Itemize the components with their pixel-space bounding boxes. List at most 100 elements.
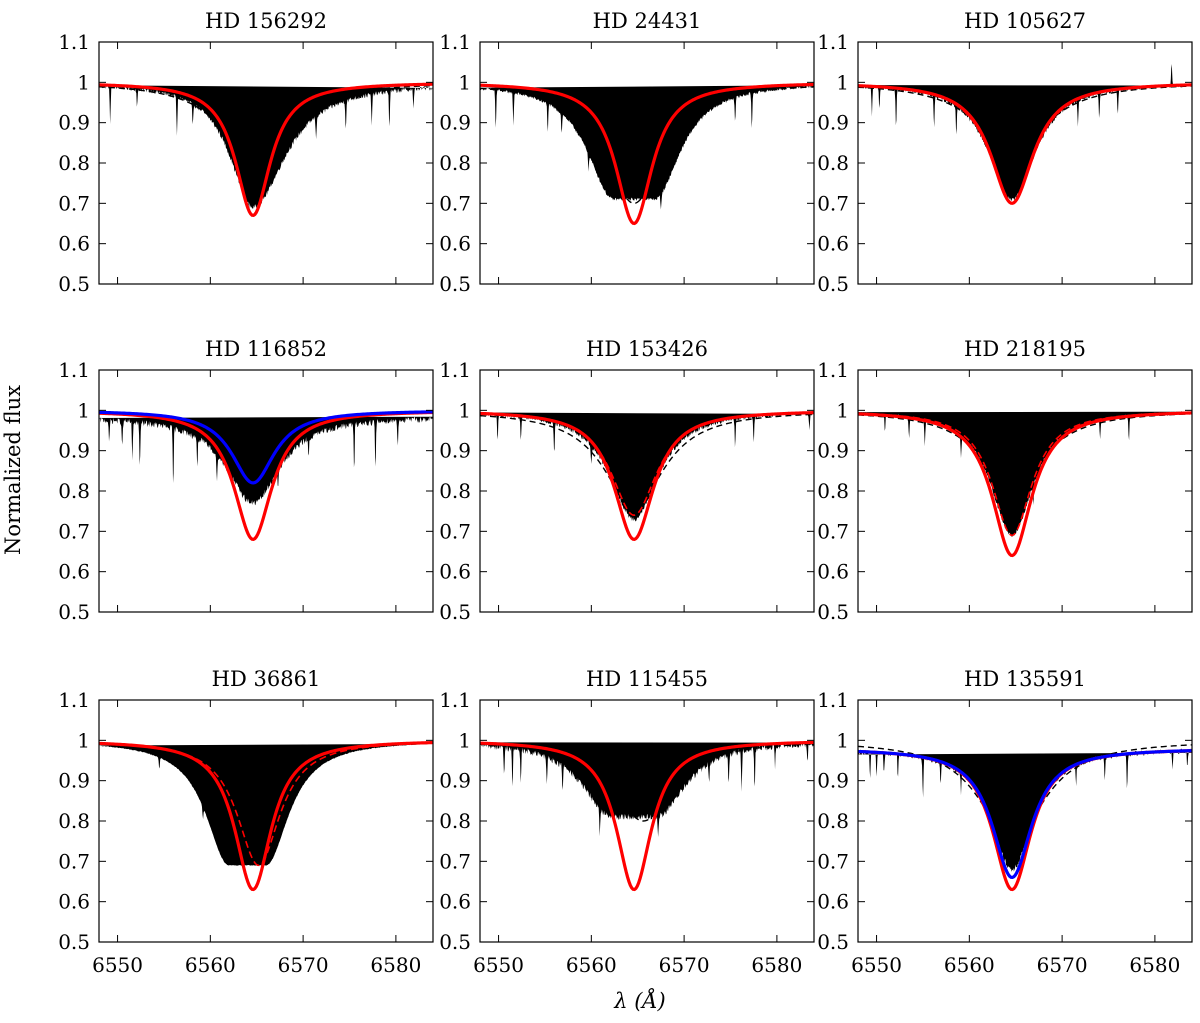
y-tick-label: 0.7 <box>817 191 849 215</box>
panel-title: HD 116852 <box>205 337 327 361</box>
y-tick-label: 0.8 <box>58 809 90 833</box>
y-tick-label: 0.6 <box>817 560 849 584</box>
y-tick-label: 0.5 <box>817 930 849 954</box>
plot-area <box>858 411 1192 558</box>
spectrum-panel: HD 218195 0.5 0.6 0.7 0.8 0.9 1 1.1 <box>817 337 1193 624</box>
plot-area <box>99 82 433 218</box>
y-tick-label: 0.7 <box>58 519 90 543</box>
series-observed <box>99 416 433 506</box>
y-tick-label: 0.8 <box>817 151 849 175</box>
y-tick-label: 1.1 <box>439 688 471 712</box>
y-tick-label: 0.7 <box>439 849 471 873</box>
series-blue-line <box>99 410 433 485</box>
y-tick-label: 0.9 <box>439 439 471 463</box>
y-tick-label: 0.7 <box>58 191 90 215</box>
series-red-line <box>99 82 433 218</box>
spectrum-panel: HD 24431 0.5 0.6 0.7 0.8 0.9 1 1.1 <box>439 9 815 296</box>
y-tick-label: 0.6 <box>58 560 90 584</box>
series-observed <box>99 84 433 209</box>
plot-area <box>480 740 814 892</box>
y-axis-label: Normalized flux <box>1 385 25 555</box>
series-red-line <box>480 82 814 226</box>
y-tick-label: 0.6 <box>439 890 471 914</box>
y-tick-label: 0.9 <box>817 769 849 793</box>
spectrum-panel: HD 105627 0.5 0.6 0.7 0.8 0.9 1 1.1 <box>817 9 1193 296</box>
y-tick-label: 0.8 <box>58 479 90 503</box>
panel-title: HD 218195 <box>964 337 1086 361</box>
plot-area <box>858 64 1192 205</box>
y-tick-label: 0.8 <box>439 479 471 503</box>
series-observed <box>480 411 814 522</box>
y-tick-label: 1.1 <box>58 688 90 712</box>
panel-title: HD 135591 <box>964 667 1086 691</box>
y-tick-label: 0.5 <box>439 600 471 624</box>
x-tick-label: 6580 <box>370 953 421 977</box>
y-tick-label: 1.1 <box>817 688 849 712</box>
y-tick-label: 0.9 <box>817 439 849 463</box>
x-tick-label: 6570 <box>1037 953 1088 977</box>
series-dash-black <box>480 413 814 508</box>
x-tick-label: 6570 <box>278 953 329 977</box>
series-dash-black <box>858 744 1192 842</box>
y-tick-label: 0.7 <box>58 849 90 873</box>
y-tick-label: 1 <box>836 70 849 94</box>
y-tick-label: 0.9 <box>58 439 90 463</box>
panel-title: HD 24431 <box>593 9 702 33</box>
spectrum-panel: HD 135591 0.5 0.6 0.7 0.8 0.9 1 1.1 6550 6560 6570… <box>817 667 1193 977</box>
x-tick-label: 6560 <box>185 953 236 977</box>
x-tick-label: 6570 <box>659 953 710 977</box>
y-tick-label: 0.8 <box>439 809 471 833</box>
panel-frame <box>479 699 815 943</box>
y-tick-label: 1 <box>836 398 849 422</box>
spectrum-panel: HD 36861 0.5 0.6 0.7 0.8 0.9 1 1.1 6550 6560 6570 6… <box>58 667 434 977</box>
series-observed <box>99 743 433 866</box>
y-tick-label: 0.7 <box>817 849 849 873</box>
series-dash-black <box>858 413 1192 488</box>
spectrum-panel: HD 115455 0.5 0.6 0.7 0.8 0.9 1 1.1 6550 6560 6570… <box>439 667 815 977</box>
series-observed <box>480 85 814 210</box>
x-axis-label: λ (Å) <box>613 988 666 1013</box>
y-tick-label: 0.5 <box>439 272 471 296</box>
y-tick-label: 0.6 <box>817 890 849 914</box>
y-tick-label: 0.7 <box>439 519 471 543</box>
panel-title: HD 115455 <box>586 667 708 691</box>
y-tick-label: 0.5 <box>58 272 90 296</box>
y-tick-label: 1 <box>77 70 90 94</box>
series-red-line <box>858 83 1192 205</box>
y-tick-label: 1.1 <box>58 358 90 382</box>
spectrum-panel: HD 156292 0.5 0.6 0.7 0.8 0.9 1 1.1 <box>58 9 434 296</box>
x-tick-label: 6580 <box>751 953 802 977</box>
plot-area <box>99 740 433 892</box>
y-tick-label: 1 <box>836 728 849 752</box>
y-tick-label: 1.1 <box>817 30 849 54</box>
x-tick-label: 6550 <box>473 953 524 977</box>
y-tick-label: 1 <box>458 728 471 752</box>
y-tick-label: 1 <box>77 728 90 752</box>
y-tick-label: 0.6 <box>58 890 90 914</box>
y-tick-label: 1.1 <box>439 358 471 382</box>
spectrum-panel: HD 116852 0.5 0.6 0.7 0.8 0.9 1 1.1 <box>58 337 434 624</box>
y-tick-label: 0.9 <box>58 769 90 793</box>
y-tick-label: 1 <box>77 398 90 422</box>
series-red-line <box>99 740 433 892</box>
y-tick-label: 0.5 <box>439 930 471 954</box>
y-tick-label: 0.5 <box>58 600 90 624</box>
y-tick-label: 0.9 <box>439 111 471 135</box>
plot-area <box>99 410 433 541</box>
y-tick-label: 1.1 <box>817 358 849 382</box>
x-tick-label: 6550 <box>851 953 902 977</box>
x-tick-label: 6580 <box>1129 953 1180 977</box>
x-tick-label: 6560 <box>944 953 995 977</box>
y-tick-label: 0.6 <box>439 232 471 256</box>
y-tick-label: 0.5 <box>58 930 90 954</box>
y-tick-label: 0.9 <box>817 111 849 135</box>
series-red-line <box>480 740 814 892</box>
spectrum-panel: HD 153426 0.5 0.6 0.7 0.8 0.9 1 1.1 <box>439 337 815 624</box>
series-blue-line <box>858 749 1192 880</box>
y-tick-label: 0.9 <box>439 769 471 793</box>
plot-area <box>858 744 1192 892</box>
panel-title: HD 105627 <box>964 9 1086 33</box>
plot-area <box>480 411 814 541</box>
plot-area <box>480 82 814 226</box>
